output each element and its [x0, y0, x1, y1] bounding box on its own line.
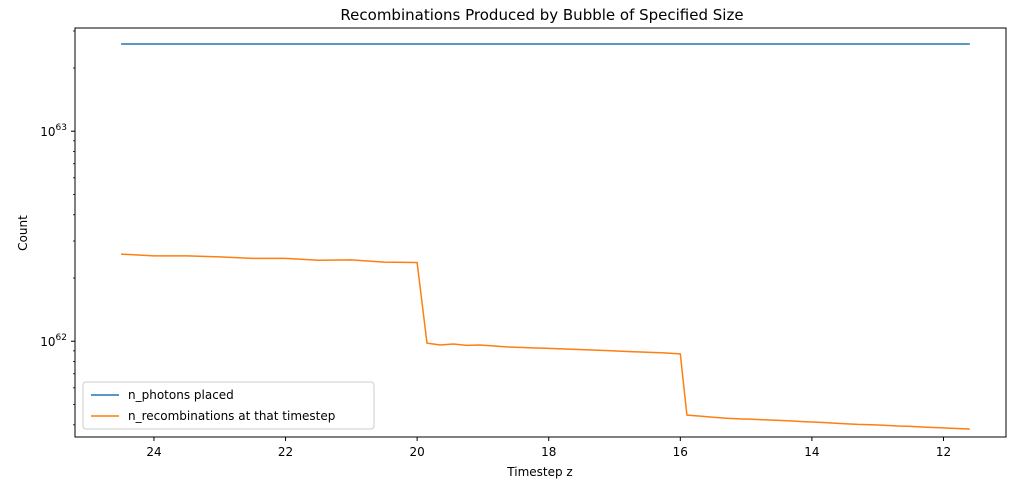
y-tick-label: 1063 [40, 123, 67, 139]
y-tick-label: 1062 [40, 333, 67, 349]
legend-box [82, 381, 375, 430]
y-axis-ticks: 1062 1063 [40, 30, 75, 426]
x-axis-ticks: 24 22 20 18 16 14 12 [146, 437, 951, 459]
x-tick-label: 18 [541, 445, 556, 459]
series-lines [121, 43, 970, 430]
x-axis-label: Timestep z [506, 465, 572, 479]
legend-label-n-photons: n_photons placed [128, 388, 234, 402]
legend-label-n-recombinations: n_recombinations at that timestep [128, 409, 335, 423]
x-tick-label: 12 [936, 445, 951, 459]
series-line-1 [121, 253, 970, 430]
plot-frame [74, 27, 1007, 438]
x-tick-label: 14 [804, 445, 819, 459]
x-tick-label: 24 [146, 445, 161, 459]
chart-title: Recombinations Produced by Bubble of Spe… [340, 6, 743, 24]
x-tick-label: 20 [409, 445, 424, 459]
x-tick-label: 22 [278, 445, 293, 459]
y-axis-label: Count [16, 215, 30, 251]
legend: n_photons placed n_recombinations at tha… [82, 381, 375, 430]
x-tick-label: 16 [673, 445, 688, 459]
